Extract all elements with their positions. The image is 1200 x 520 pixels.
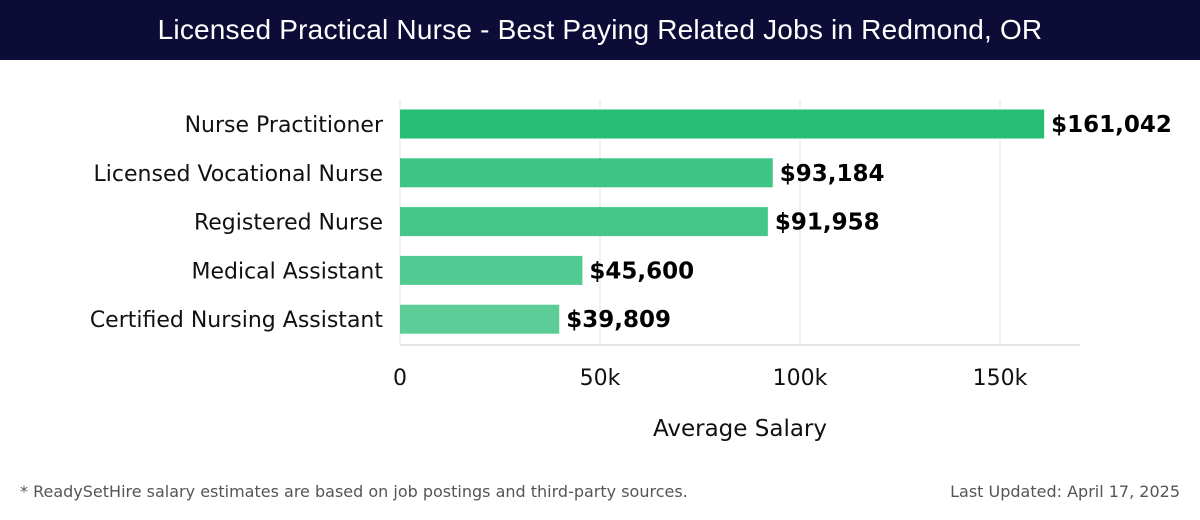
bar-4: [400, 304, 560, 334]
footnote: * ReadySetHire salary estimates are base…: [20, 482, 688, 501]
value-label-0: $161,042: [1051, 112, 1172, 138]
category-label-2: Registered Nurse: [194, 211, 383, 236]
bar-2: [400, 207, 768, 237]
bar-0: [400, 109, 1045, 139]
category-label-3: Medical Assistant: [191, 259, 383, 284]
bar-chart: Nurse Practitioner $161,042 Licensed Vocat…: [90, 100, 1172, 442]
x-tick-label-1: 50k: [580, 366, 621, 391]
last-updated: Last Updated: April 17, 2025: [950, 482, 1180, 501]
bar-1: [400, 158, 773, 188]
value-label-4: $39,809: [566, 307, 671, 333]
category-label-0: Nurse Practitioner: [185, 113, 384, 138]
value-label-2: $91,958: [775, 210, 880, 236]
x-tick-label-3: 150k: [973, 366, 1028, 391]
bar-3: [400, 255, 583, 285]
x-axis-title: Average Salary: [653, 416, 827, 442]
value-label-1: $93,184: [780, 161, 885, 187]
category-label-4: Certified Nursing Assistant: [90, 308, 384, 333]
category-label-1: Licensed Vocational Nurse: [94, 162, 383, 187]
chart-title: Licensed Practical Nurse - Best Paying R…: [0, 0, 1200, 60]
value-label-3: $45,600: [589, 258, 694, 284]
x-tick-label-0: 0: [393, 366, 407, 391]
x-tick-label-2: 100k: [773, 366, 828, 391]
